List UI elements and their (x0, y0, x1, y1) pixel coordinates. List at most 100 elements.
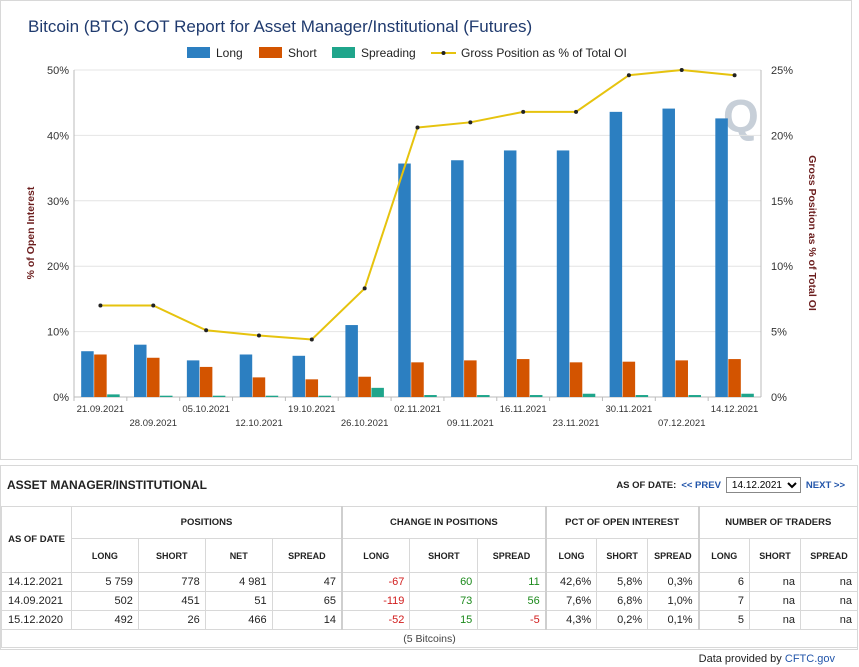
table-cell: 7,6% (544, 591, 598, 611)
x-tick-label: 07.12.2021 (658, 418, 706, 429)
header-number-of-traders: NUMBER OF TRADERS (697, 506, 858, 539)
column-header: SPREAD (271, 538, 343, 573)
table-cell: 492 (70, 610, 139, 630)
table-cell: 1,0% (647, 591, 700, 611)
bar-short (252, 377, 266, 397)
legend-label: Short (288, 46, 317, 60)
bar-long (398, 163, 411, 397)
bar-long (556, 150, 570, 397)
bar-short (728, 359, 741, 397)
y2-tick-label: 20% (771, 130, 793, 142)
gross-position-point (151, 303, 156, 308)
column-header: SPREAD (799, 538, 859, 573)
bar-long (451, 160, 464, 397)
table-cell: 7 (697, 591, 751, 611)
cot-chart: Bitcoin (BTC) COT Report for Asset Manag… (25, 17, 818, 429)
table-cell: 15 (409, 610, 479, 630)
gross-position-line (100, 68, 735, 341)
table-cell: 451 (137, 591, 206, 611)
header-pct-open-interest: PCT OF OPEN INTEREST (544, 506, 700, 539)
y-tick-label: 20% (47, 261, 69, 273)
as-of-date-label: AS OF DATE: (616, 479, 677, 491)
column-header: SHORT (137, 538, 206, 573)
y2-tick-label: 5% (771, 327, 787, 339)
x-tick-label: 23.11.2021 (553, 418, 600, 429)
column-header: SHORT (596, 538, 649, 573)
table-cell: 73 (409, 591, 479, 611)
table-cell: 6,8% (596, 591, 649, 611)
table-cell: 42,6% (544, 572, 598, 592)
table-cell: 4,3% (544, 610, 598, 630)
credit-text: Data provided by (698, 653, 782, 665)
x-tick-label: 14.12.2021 (711, 404, 759, 415)
table-cell: 11 (477, 572, 547, 592)
data-credit: Data provided by CFTC.gov (699, 653, 835, 665)
bar-long (134, 344, 147, 397)
bar-long (81, 351, 94, 397)
prev-date-link[interactable]: << PREV (681, 479, 721, 491)
next-date-link[interactable]: NEXT >> (805, 479, 845, 491)
x-tick-label: 16.11.2021 (500, 404, 547, 415)
table-cell: 0,2% (596, 610, 649, 630)
legend-label: Gross Position as % of Total OI (461, 46, 627, 60)
column-header: LONG (341, 538, 411, 573)
y2-axis-title: Gross Position as % of Total OI (806, 155, 818, 311)
bar-long (609, 111, 623, 397)
gross-position-point (626, 73, 631, 78)
gross-position-point (98, 303, 103, 308)
chart-panel: Bitcoin (BTC) COT Report for Asset Manag… (0, 0, 852, 460)
header-positions: POSITIONS (70, 506, 343, 539)
chart-title: Bitcoin (BTC) COT Report for Asset Manag… (28, 17, 532, 36)
table-cell: -119 (341, 591, 411, 611)
table-cell: 466 (204, 610, 273, 630)
bar-spreading (529, 395, 543, 397)
watermark-logo: Q (723, 90, 759, 142)
table-cell: na (799, 610, 859, 630)
gross-position-point (204, 328, 209, 333)
column-header: LONG (544, 538, 598, 573)
bar-long (503, 150, 517, 397)
bar-short (147, 357, 160, 397)
y2-tick-label: 0% (771, 392, 787, 404)
table-footer: (5 Bitcoins) (1, 629, 858, 648)
column-header: LONG (70, 538, 139, 573)
gross-position-point (574, 109, 579, 114)
y-tick-label: 10% (47, 327, 69, 339)
cftc-link[interactable]: CFTC.gov (784, 653, 835, 665)
bar-short (516, 359, 530, 397)
table-row: 14.12.2021 5 759 778 4 981 47 -67 60 11 42,6% 5,8… (1, 572, 859, 592)
bar-long (662, 108, 675, 397)
y-tick-label: 40% (47, 130, 69, 142)
y2-tick-label: 10% (771, 261, 793, 273)
bar-spreading (318, 395, 332, 397)
table-cell: na (749, 610, 801, 630)
column-header: NET (204, 538, 273, 573)
table-cell: -67 (341, 572, 411, 592)
table-cell: 5,8% (596, 572, 649, 592)
bar-short (464, 360, 477, 397)
bar-spreading (160, 395, 173, 397)
bar-short (569, 362, 583, 397)
legend-swatch-gross-point (441, 51, 446, 55)
bar-spreading (688, 395, 701, 397)
x-tick-label: 05.10.2021 (182, 404, 230, 415)
bar-short (411, 362, 424, 397)
gross-position-point (468, 120, 473, 125)
y-tick-label: 0% (53, 392, 69, 404)
table-cell: 0,3% (647, 572, 700, 592)
table-cell: 26 (137, 610, 206, 630)
legend-swatch-short (259, 47, 282, 58)
y-tick-label: 50% (47, 65, 69, 77)
table-cell: 502 (70, 591, 139, 611)
table-cell: na (799, 591, 859, 611)
x-tick-label: 12.10.2021 (235, 418, 283, 429)
column-header: SHORT (409, 538, 479, 573)
bar-spreading (741, 393, 754, 397)
header-change-in-positions: CHANGE IN POSITIONS (341, 506, 547, 539)
table-cell: 47 (271, 572, 343, 592)
column-header: SHORT (749, 538, 801, 573)
x-tick-label: 19.10.2021 (288, 404, 336, 415)
date-select[interactable]: 14.12.2021 (725, 477, 801, 493)
gross-position-point (309, 337, 314, 342)
table-cell: 65 (271, 591, 343, 611)
